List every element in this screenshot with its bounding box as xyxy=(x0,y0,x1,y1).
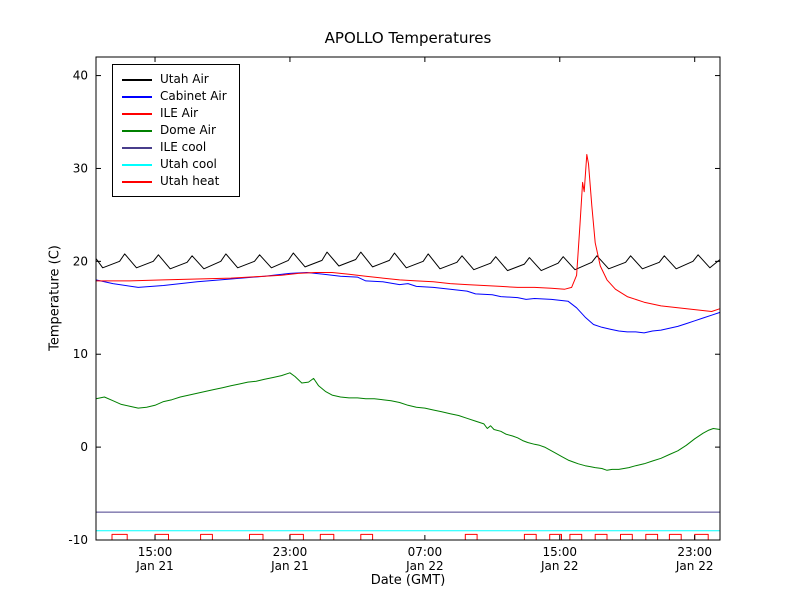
y-tick-label: 40 xyxy=(73,69,88,83)
legend-item-ile-air: ILE Air xyxy=(122,105,227,122)
legend: Utah Air Cabinet Air ILE Air Dome Air ILE co… xyxy=(112,64,240,197)
series-cabinet-air xyxy=(95,272,721,334)
legend-item-ile-cool: ILE cool xyxy=(122,139,227,156)
legend-line-swatch xyxy=(122,129,152,132)
y-tick-label: 20 xyxy=(73,254,88,268)
legend-label: Utah heat xyxy=(160,174,220,188)
legend-label: Utah cool xyxy=(160,157,217,171)
legend-item-utah-air: Utah Air xyxy=(122,71,227,88)
plot-border xyxy=(95,56,721,541)
legend-line-swatch xyxy=(122,146,152,149)
x-tick-label-date: Jan 22 xyxy=(675,559,714,573)
x-axis-label: Date (GMT) xyxy=(370,573,446,588)
legend-label: Utah Air xyxy=(160,72,209,86)
series-dome-air xyxy=(95,372,721,471)
y-tick-label: 0 xyxy=(80,440,88,454)
x-tick-label-time: 07:00 xyxy=(408,545,443,559)
legend-label: Dome Air xyxy=(160,123,216,137)
chart-title: APOLLO Temperatures xyxy=(324,29,492,47)
x-tick-label-date: Jan 21 xyxy=(270,559,309,573)
legend-item-utah-cool: Utah cool xyxy=(122,156,227,173)
legend-label: Cabinet Air xyxy=(160,89,227,103)
legend-line-swatch xyxy=(122,78,152,81)
legend-label: ILE Air xyxy=(160,106,199,120)
legend-line-swatch xyxy=(122,112,152,115)
series-utah-heat xyxy=(96,533,720,541)
y-tick-label: 30 xyxy=(73,161,88,175)
legend-item-utah-heat: Utah heat xyxy=(122,173,227,190)
y-axis-label: Temperature (C) xyxy=(47,245,63,351)
series-ile-air xyxy=(96,154,721,312)
legend-line-swatch xyxy=(122,95,152,98)
x-tick-label-time: 23:00 xyxy=(273,545,308,559)
x-tick-label-time: 23:00 xyxy=(677,545,712,559)
x-tick-label-date: Jan 21 xyxy=(135,559,174,573)
x-tick-label-time: 15:00 xyxy=(542,545,577,559)
legend-item-dome-air: Dome Air xyxy=(122,122,227,139)
x-tick-label-date: Jan 22 xyxy=(405,559,444,573)
legend-item-cabinet-air: Cabinet Air xyxy=(122,88,227,105)
y-tick-label: 10 xyxy=(73,347,88,361)
legend-line-swatch xyxy=(122,163,152,166)
x-tick-label-time: 15:00 xyxy=(138,545,173,559)
legend-line-swatch xyxy=(122,180,152,183)
x-tick-label-date: Jan 22 xyxy=(540,559,579,573)
series-utah-air xyxy=(95,251,721,272)
legend-label: ILE cool xyxy=(160,140,207,154)
y-tick-label: -10 xyxy=(68,533,88,547)
